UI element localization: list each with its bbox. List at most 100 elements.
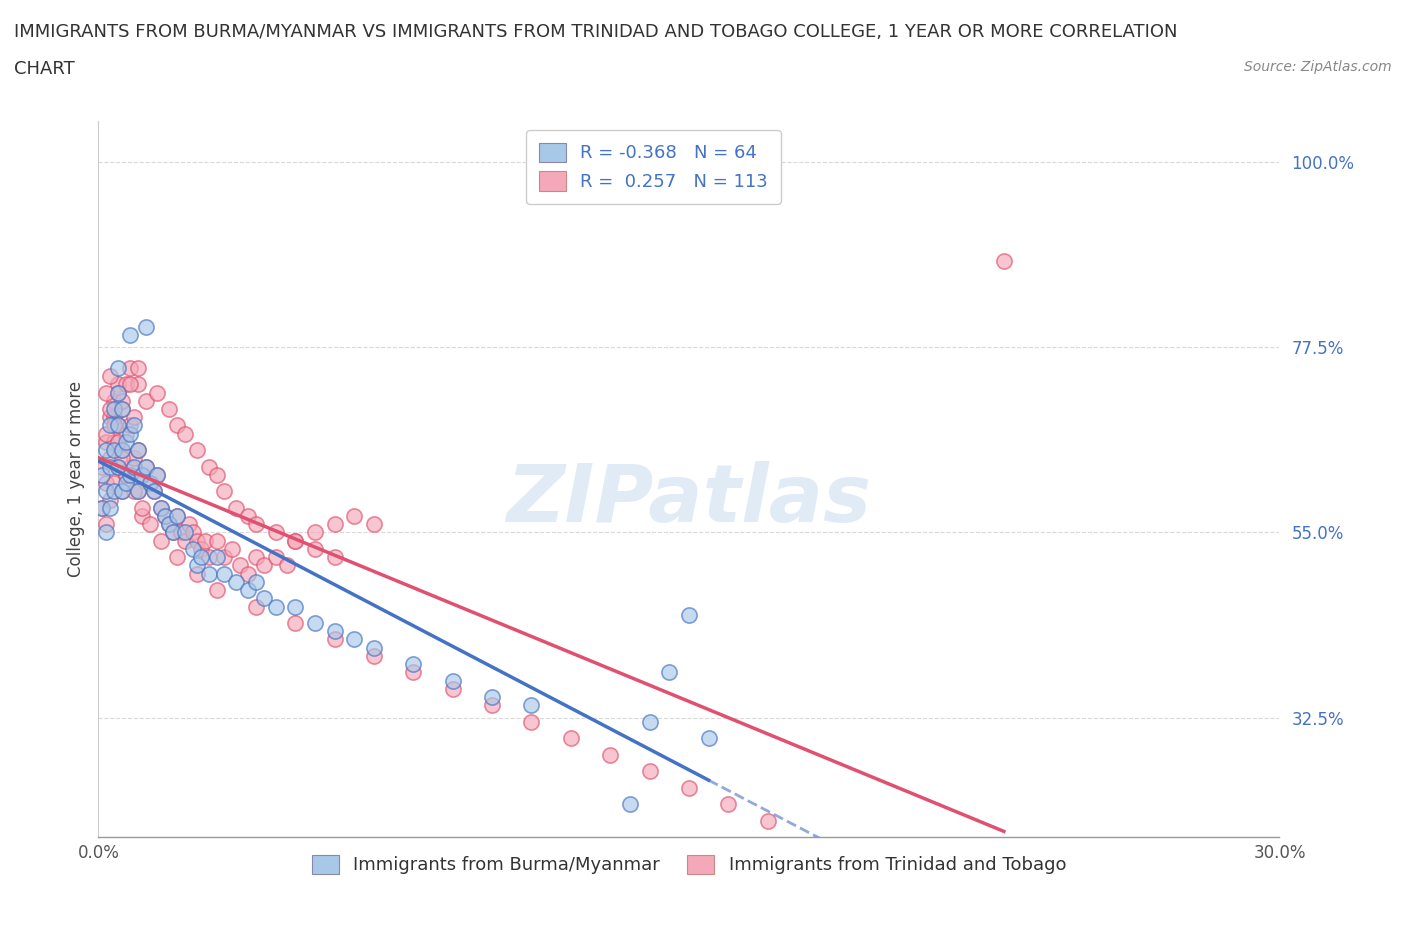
Point [284, 599, 307, 614]
Point [174, 426, 197, 441]
Text: CHART: CHART [14, 60, 75, 78]
Point [162, 525, 184, 540]
Point [236, 582, 259, 597]
Point [111, 402, 134, 417]
Point [245, 517, 267, 532]
Point [157, 402, 180, 417]
Y-axis label: College, 1 year or more: College, 1 year or more [66, 381, 84, 577]
Point [441, 673, 464, 688]
Point [197, 550, 219, 565]
Point [111, 443, 134, 458]
Point [96, 443, 118, 458]
Text: Source: ZipAtlas.com: Source: ZipAtlas.com [1244, 60, 1392, 74]
Point [111, 484, 134, 498]
Point [131, 500, 153, 515]
Point [111, 451, 134, 466]
Point [91, 468, 114, 483]
Point [142, 484, 165, 498]
Point [520, 698, 543, 712]
Point [304, 541, 326, 556]
Point [756, 813, 779, 828]
Point [107, 385, 129, 400]
Point [186, 533, 208, 548]
Point [170, 525, 193, 540]
Point [118, 459, 141, 474]
Point [245, 575, 267, 590]
Point [115, 377, 138, 392]
Point [323, 632, 346, 647]
Point [107, 418, 129, 432]
Point [135, 319, 157, 334]
Point [678, 607, 700, 622]
Point [98, 402, 121, 417]
Point [96, 484, 118, 498]
Point [245, 550, 267, 565]
Point [131, 468, 153, 483]
Point [107, 434, 129, 449]
Point [150, 500, 173, 515]
Point [225, 575, 247, 590]
Point [107, 459, 129, 474]
Point [264, 525, 287, 540]
Point [111, 443, 134, 458]
Point [205, 582, 228, 597]
Point [122, 484, 145, 498]
Point [138, 475, 160, 490]
Point [115, 434, 138, 449]
Point [96, 475, 118, 490]
Point [103, 410, 125, 425]
Point [115, 468, 138, 483]
Point [194, 533, 217, 548]
Point [993, 253, 1015, 268]
Point [481, 698, 503, 712]
Point [118, 426, 141, 441]
Point [323, 550, 346, 565]
Point [304, 616, 326, 631]
Point [363, 517, 385, 532]
Point [323, 624, 346, 639]
Point [98, 451, 121, 466]
Point [190, 550, 212, 565]
Point [118, 377, 141, 392]
Point [284, 616, 307, 631]
Point [155, 509, 177, 524]
Point [221, 541, 243, 556]
Point [717, 797, 740, 812]
Point [96, 434, 118, 449]
Point [236, 566, 259, 581]
Point [122, 418, 145, 432]
Point [146, 385, 169, 400]
Point [122, 410, 145, 425]
Point [181, 525, 204, 540]
Point [118, 468, 141, 483]
Point [276, 558, 298, 573]
Point [166, 509, 188, 524]
Text: ZIPatlas: ZIPatlas [506, 461, 872, 539]
Point [122, 451, 145, 466]
Point [91, 500, 114, 515]
Point [205, 468, 228, 483]
Point [264, 599, 287, 614]
Point [103, 484, 125, 498]
Point [197, 459, 219, 474]
Point [214, 484, 236, 498]
Point [225, 500, 247, 515]
Point [96, 385, 118, 400]
Point [107, 459, 129, 474]
Point [127, 443, 149, 458]
Point [98, 492, 121, 507]
Point [284, 533, 307, 548]
Point [481, 690, 503, 705]
Point [284, 533, 307, 548]
Point [343, 632, 366, 647]
Point [245, 599, 267, 614]
Point [638, 714, 661, 729]
Point [107, 385, 129, 400]
Point [91, 459, 114, 474]
Point [363, 640, 385, 655]
Point [174, 533, 197, 548]
Point [343, 509, 366, 524]
Point [103, 402, 125, 417]
Point [111, 402, 134, 417]
Point [96, 525, 118, 540]
